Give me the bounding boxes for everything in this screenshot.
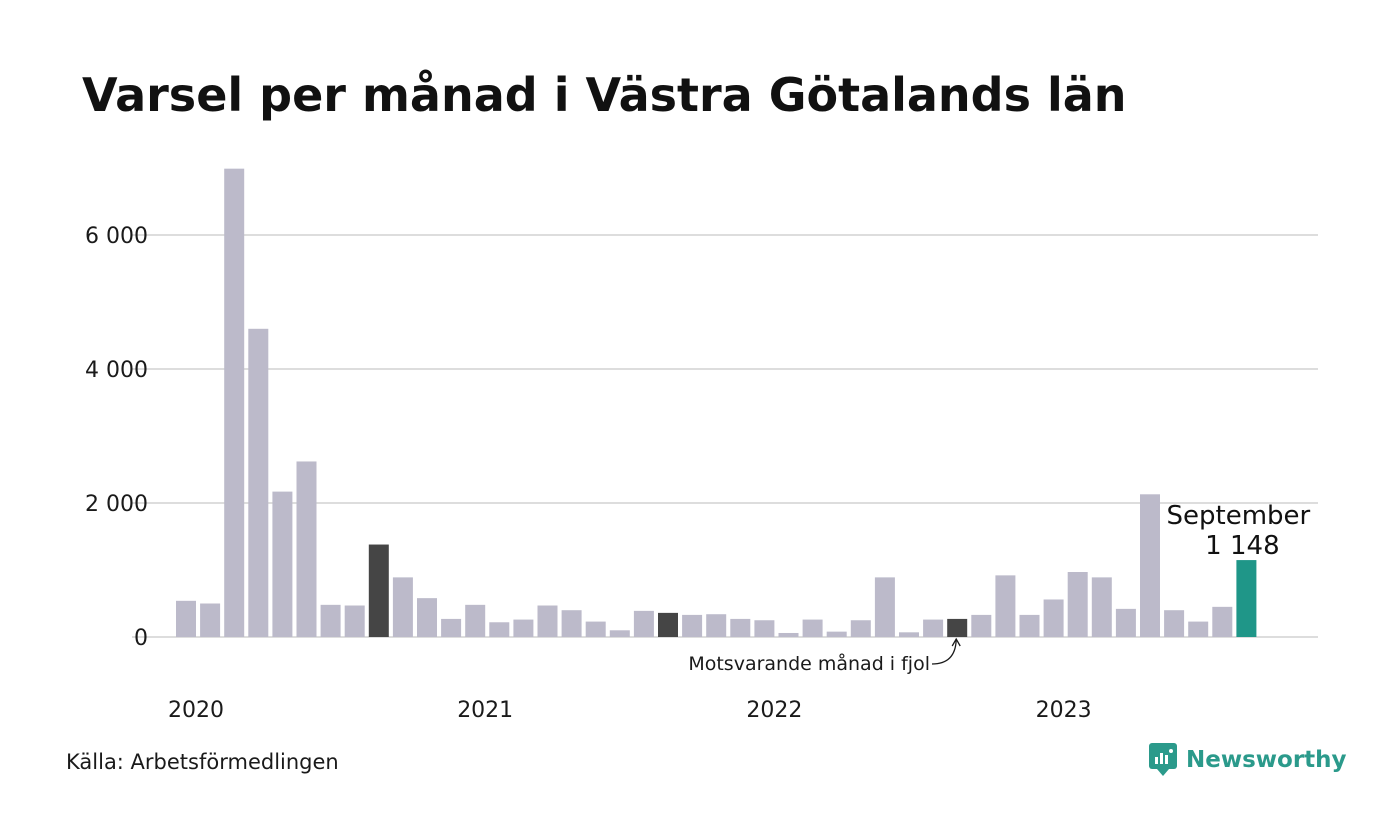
bar xyxy=(224,168,245,638)
bar xyxy=(561,610,582,637)
bar xyxy=(850,620,871,637)
newsworthy-icon xyxy=(1149,743,1177,776)
bar xyxy=(682,614,703,637)
x-axis-labels: 2020 2021 2022 2023 xyxy=(168,698,1092,723)
x-tick-label: 2022 xyxy=(746,698,802,723)
y-tick-label: 4 000 xyxy=(85,358,148,383)
bar xyxy=(1188,621,1209,637)
bar xyxy=(633,610,654,637)
bar xyxy=(513,619,534,637)
bar xyxy=(489,622,510,637)
bars xyxy=(176,168,1257,638)
bar xyxy=(1091,577,1112,637)
bar xyxy=(272,491,293,637)
brand-name: Newsworthy xyxy=(1186,747,1347,773)
bar xyxy=(1164,610,1185,637)
bar xyxy=(537,605,558,637)
chart-title: Varsel per månad i Västra Götalands län xyxy=(82,68,1127,122)
source-note: Källa: Arbetsförmedlingen xyxy=(66,750,339,774)
bar xyxy=(899,632,919,637)
bar xyxy=(200,603,221,637)
x-tick-label: 2023 xyxy=(1036,698,1092,723)
y-axis-ticks: 0 2 000 4 000 6 000 xyxy=(85,224,148,651)
bar xyxy=(1019,614,1040,637)
newsworthy-logo: Newsworthy xyxy=(1148,742,1347,778)
bar xyxy=(176,600,196,637)
bar xyxy=(441,618,462,637)
current-month-label: September xyxy=(1167,501,1311,531)
bar xyxy=(923,619,944,637)
bar xyxy=(995,575,1016,637)
bar xyxy=(947,618,968,637)
x-tick-label: 2021 xyxy=(457,698,513,723)
bar xyxy=(320,604,341,637)
bar xyxy=(706,614,727,637)
bar xyxy=(754,620,775,637)
current-value-label: 1 148 xyxy=(1205,531,1279,561)
annotation-arrowhead xyxy=(951,637,961,647)
bar-current xyxy=(1236,560,1257,637)
bar xyxy=(465,604,486,637)
bar xyxy=(609,630,630,637)
bar xyxy=(1043,599,1064,637)
y-tick-label: 0 xyxy=(134,626,148,651)
annotation-label: Motsvarande månad i fjol xyxy=(688,652,930,675)
bar xyxy=(368,544,389,637)
bar xyxy=(417,598,437,637)
bar xyxy=(585,621,606,637)
bar xyxy=(874,577,895,637)
y-tick-label: 2 000 xyxy=(85,492,148,517)
bar xyxy=(1115,608,1136,637)
bar xyxy=(392,577,413,637)
bar xyxy=(778,632,799,637)
bar xyxy=(971,614,992,637)
bar xyxy=(802,619,823,637)
bar xyxy=(296,461,317,637)
annotation-arrow xyxy=(931,639,957,665)
bar xyxy=(344,605,365,637)
bar xyxy=(730,618,751,637)
bar xyxy=(1067,572,1088,637)
y-tick-label: 6 000 xyxy=(85,224,148,249)
x-tick-label: 2020 xyxy=(168,698,224,723)
bar xyxy=(658,612,678,637)
bar xyxy=(1140,494,1160,637)
bar xyxy=(826,631,847,637)
bar-chart: 0 2 000 4 000 6 000 2020 2021 2022 2023 Septem… xyxy=(85,168,1318,723)
bar xyxy=(248,328,269,637)
bar xyxy=(1212,606,1233,637)
